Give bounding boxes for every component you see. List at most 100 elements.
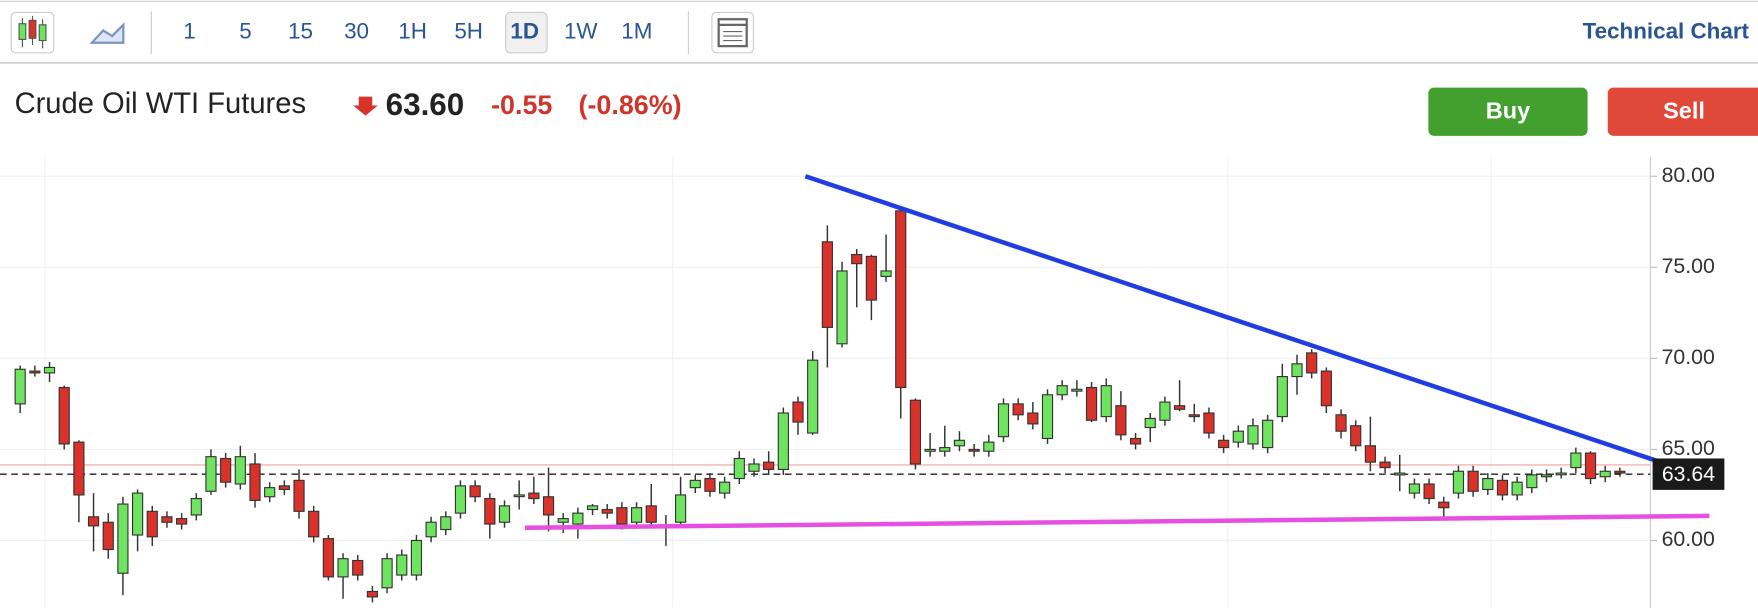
- layout-icon[interactable]: [711, 11, 754, 54]
- price-change-percent: (-0.86%): [579, 90, 682, 120]
- candle-body: [1041, 394, 1054, 440]
- down-arrow: [353, 96, 378, 116]
- interval-button[interactable]: 5H: [454, 19, 483, 44]
- candle-body: [1027, 412, 1039, 425]
- plot: 60.00 65.00 70.00 75.00 80.00 63.64: [0, 157, 1725, 608]
- candle-body: [264, 487, 276, 498]
- candle-body: [117, 503, 129, 574]
- candle-body: [689, 479, 701, 489]
- interval-button[interactable]: 30: [344, 19, 369, 44]
- candle-body: [953, 439, 966, 447]
- candle-body: [1438, 501, 1450, 509]
- candle-body: [1203, 412, 1215, 434]
- candle-body: [1085, 386, 1098, 421]
- candle-body: [1056, 385, 1068, 396]
- candle-body: [1467, 470, 1479, 492]
- candle-body: [454, 485, 467, 514]
- candle-body: [1232, 430, 1244, 443]
- buy-label[interactable]: Buy: [1486, 97, 1530, 123]
- last-price-badge: [1652, 458, 1725, 490]
- candle-body: [616, 507, 628, 525]
- candle-body: [1350, 425, 1362, 447]
- candle-body: [249, 463, 261, 501]
- candle-body: [836, 270, 848, 345]
- trendline: [804, 174, 1716, 483]
- candle-body: [205, 456, 217, 492]
- candle-body: [161, 516, 173, 523]
- candle-body: [1423, 483, 1435, 500]
- interval-button[interactable]: 5: [239, 19, 251, 44]
- selected-interval-box: [505, 11, 548, 54]
- candle-body: [337, 558, 349, 578]
- candle-body: [645, 505, 657, 523]
- candle-body: [131, 492, 144, 536]
- candle-body: [1262, 419, 1274, 449]
- candle-body: [851, 253, 863, 265]
- candle-body: [278, 485, 290, 491]
- candle-body: [58, 386, 70, 445]
- instrument-title: Crude Oil WTI Futures: [15, 88, 306, 120]
- candle-body: [469, 485, 481, 498]
- candle-body: [572, 512, 584, 525]
- candle-body: [1173, 405, 1186, 410]
- y-tick-label: 80.00: [1662, 163, 1715, 187]
- sell-label[interactable]: Sell: [1663, 97, 1705, 123]
- candle-body: [1496, 479, 1509, 496]
- candle-body: [865, 255, 878, 301]
- candle-body: [366, 590, 379, 598]
- interval-button[interactable]: 1D: [510, 19, 539, 44]
- candle-body: [1555, 472, 1567, 476]
- interval-button[interactable]: 15: [288, 19, 313, 44]
- candle-body: [777, 412, 789, 470]
- y-tick-label: 75.00: [1662, 254, 1715, 278]
- candle-body: [1364, 445, 1376, 463]
- candles-icon[interactable]: [10, 11, 55, 54]
- interval-button[interactable]: 1M: [621, 19, 652, 44]
- candle-body: [1247, 425, 1259, 445]
- candle-body: [880, 270, 892, 277]
- candle-body: [146, 510, 158, 538]
- candle-body: [381, 558, 393, 589]
- candle-body: [1276, 376, 1288, 418]
- candle-body: [586, 505, 599, 511]
- candle-body: [1291, 363, 1303, 378]
- candle-body: [909, 399, 922, 465]
- candle-body: [807, 359, 819, 434]
- sell-button[interactable]: Sell: [1607, 87, 1758, 136]
- candle-body: [1526, 474, 1538, 489]
- candle-body: [1335, 414, 1347, 432]
- candle-body: [322, 538, 334, 578]
- interval-button[interactable]: 1W: [564, 19, 598, 44]
- candle-body: [1218, 439, 1230, 449]
- buy-button[interactable]: Buy: [1428, 87, 1588, 136]
- candle-body: [352, 559, 364, 576]
- technical-chart-link[interactable]: Technical Chart: [1583, 19, 1750, 44]
- candle-body: [29, 370, 41, 374]
- candle-body: [176, 518, 188, 525]
- last-price-label: 63.64: [1662, 462, 1715, 486]
- candle-body: [1379, 461, 1391, 469]
- interval-button[interactable]: 1H: [398, 19, 427, 44]
- interval-button[interactable]: 1: [183, 19, 195, 44]
- candle-body: [997, 403, 1010, 438]
- candle-body: [895, 210, 907, 389]
- candle-body: [1188, 414, 1200, 418]
- candle-body: [968, 448, 980, 452]
- candle-body: [924, 448, 936, 452]
- line-icon[interactable]: [89, 22, 125, 44]
- candle-body: [1320, 370, 1332, 407]
- candle-body: [73, 441, 85, 496]
- candle-body: [1570, 452, 1582, 469]
- candle-body: [748, 463, 760, 472]
- y-tick-label: 65.00: [1662, 436, 1715, 460]
- candle-body: [234, 456, 246, 485]
- candle-body: [396, 554, 408, 576]
- candle-body: [733, 457, 745, 480]
- candle-body: [1115, 405, 1127, 436]
- candle-body: [1394, 472, 1406, 476]
- candle-body: [440, 516, 452, 531]
- y-tick-label: 70.00: [1662, 345, 1715, 369]
- candle-body: [1144, 417, 1156, 429]
- candle-body: [1511, 481, 1523, 496]
